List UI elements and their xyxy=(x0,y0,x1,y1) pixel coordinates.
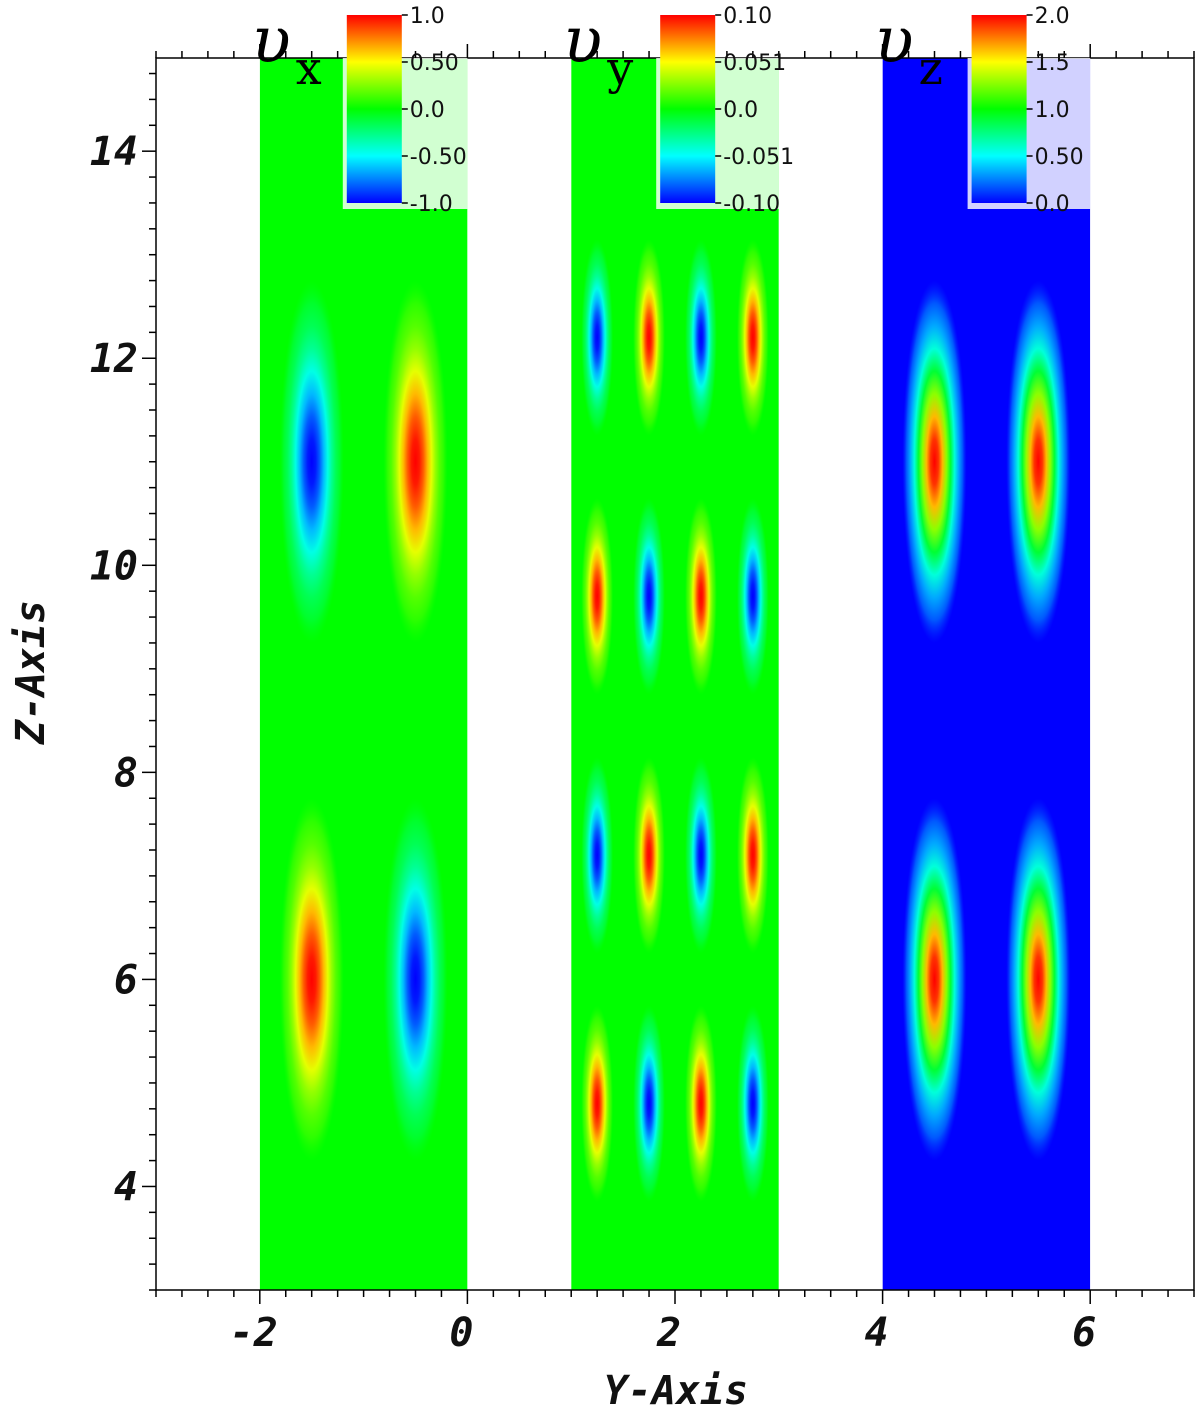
x-tick-label: 2 xyxy=(656,1310,681,1356)
colorbar-gradient xyxy=(660,15,716,203)
x-axis-label: Y-Axis xyxy=(604,1368,749,1412)
colorbar-tick-label: 1.0 xyxy=(1035,98,1070,123)
colorbar-tick-label: 0.0 xyxy=(1035,192,1070,217)
panel-title-symbol: υ xyxy=(252,4,291,78)
colorbar-tick-label: 0.051 xyxy=(723,51,786,76)
panel-title-subscript: y xyxy=(606,41,633,95)
colorbar-tick-label: -1.0 xyxy=(410,192,453,217)
y-tick-labels: 4 6 8 10 12 14 xyxy=(90,129,138,1210)
heatmap-panels xyxy=(259,58,1091,1290)
panel-y xyxy=(571,58,779,1290)
field-peak xyxy=(736,239,769,436)
field-peak xyxy=(383,280,448,643)
field-peak xyxy=(684,239,718,436)
field-peak xyxy=(632,756,666,954)
field-peak xyxy=(581,1005,614,1202)
colorbar-y: 0.10 0.051 0.0 -0.051 -0.10 xyxy=(656,4,794,217)
y-tick-label: 10 xyxy=(90,543,138,589)
y-tick-label: 4 xyxy=(114,1164,138,1210)
field-peak xyxy=(684,498,718,695)
axis-ticks xyxy=(142,44,1195,1304)
field-peak xyxy=(279,280,344,643)
field-peak xyxy=(581,239,614,436)
colorbar-tick-label: 0.0 xyxy=(410,98,445,123)
field-peak xyxy=(632,498,666,695)
y-axis-label: Z-Axis xyxy=(8,600,54,746)
colorbar-tick-label: 1.0 xyxy=(410,4,445,29)
panel-title-symbol: υ xyxy=(563,4,602,78)
field-peak xyxy=(902,280,967,643)
colorbar-tick-label: 0.50 xyxy=(410,51,459,76)
y-tick-label: 8 xyxy=(114,750,138,796)
y-tick-label: 6 xyxy=(114,957,138,1003)
x-tick-label: 6 xyxy=(1072,1310,1096,1356)
colorbar-tick-label: 0.50 xyxy=(1035,145,1084,170)
colorbar-z: 2.0 1.5 1.0 0.50 0.0 xyxy=(967,4,1091,217)
colorbar-tick-label: -0.50 xyxy=(410,145,467,170)
x-tick-label: 0 xyxy=(449,1310,473,1356)
panel-title-subscript: x xyxy=(296,41,322,95)
x-tick-labels: -2 0 2 4 6 xyxy=(230,1310,1097,1356)
panel-title-symbol: υ xyxy=(875,4,914,78)
colorbar-gradient xyxy=(346,15,402,203)
field-peak xyxy=(279,798,344,1161)
field-peak xyxy=(736,498,769,695)
field-peak xyxy=(383,798,448,1161)
colorbar-tick-label: -0.10 xyxy=(723,192,780,217)
colorbar-tick-label: 0.0 xyxy=(723,98,758,123)
x-tick-label: -2 xyxy=(230,1310,278,1356)
field-peak xyxy=(684,1005,718,1202)
colorbar-gradient xyxy=(971,15,1027,203)
field-peak xyxy=(902,798,967,1161)
panel-z xyxy=(882,58,1091,1290)
field-peak xyxy=(632,1005,666,1202)
colorbar-x: 1.0 0.50 0.0 -0.50 -1.0 xyxy=(342,4,468,217)
y-tick-label: 12 xyxy=(90,336,138,382)
panel-x xyxy=(259,58,468,1290)
field-peak xyxy=(736,1005,769,1202)
colorbar-tick-label: 0.10 xyxy=(723,4,772,29)
colorbar-tick-label: 2.0 xyxy=(1035,4,1070,29)
field-peak xyxy=(1006,280,1071,643)
field-peak xyxy=(581,756,614,954)
field-peak xyxy=(632,239,666,436)
field-peak xyxy=(684,756,718,954)
field-peak xyxy=(581,498,614,695)
colorbar-tick-label: -0.051 xyxy=(723,145,794,170)
colorbars: 1.0 0.50 0.0 -0.50 -1.0 0.10 0.051 0.0 -0.051 -0.… xyxy=(342,4,1091,217)
x-tick-label: 4 xyxy=(865,1310,889,1356)
panel-title-subscript: z xyxy=(919,41,943,95)
field-peak xyxy=(1006,798,1071,1161)
colorbar-tick-label: 1.5 xyxy=(1035,51,1070,76)
y-tick-label: 14 xyxy=(90,129,138,175)
field-peak xyxy=(736,756,769,954)
